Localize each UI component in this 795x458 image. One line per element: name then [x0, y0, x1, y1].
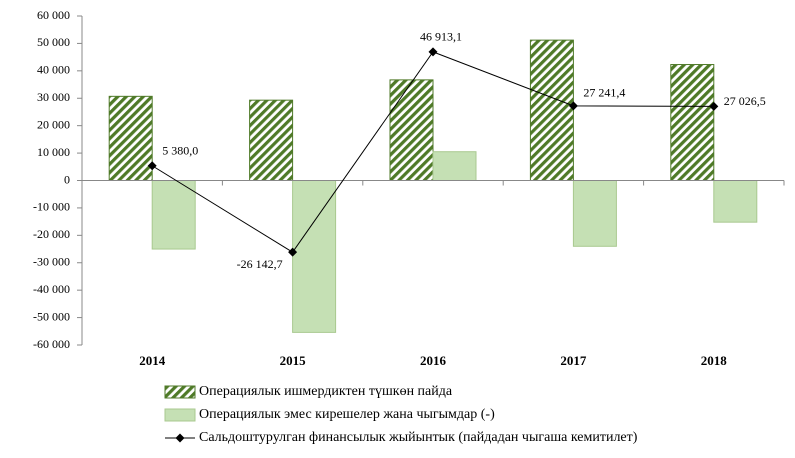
bar: [529, 39, 574, 182]
y-tick-label: -10 000: [33, 200, 70, 214]
bar: [713, 180, 758, 223]
y-tick-label: -40 000: [33, 282, 70, 296]
x-tick-label: 2018: [701, 353, 728, 368]
data-label: 27 026,5: [724, 94, 766, 108]
bar: [292, 180, 337, 333]
marker: [568, 101, 578, 111]
x-tick-label: 2014: [139, 353, 166, 368]
bar: [151, 180, 196, 250]
y-tick-label: 40 000: [37, 63, 70, 77]
legend-label: Операциялык ишмердиктен түшкөн пайда: [199, 384, 453, 399]
y-tick-label: -50 000: [33, 309, 70, 323]
y-tick-label: 50 000: [37, 35, 70, 49]
data-label: 5 380,0: [162, 143, 198, 157]
bar: [108, 95, 153, 181]
y-tick-label: 0: [64, 172, 70, 186]
legend-marker: [175, 433, 185, 443]
bar: [432, 151, 477, 181]
bar: [572, 180, 617, 247]
y-tick-label: 30 000: [37, 90, 70, 104]
marker: [288, 247, 298, 257]
legend-swatch: [164, 385, 196, 399]
bar: [249, 99, 294, 181]
bar: [670, 64, 715, 181]
y-tick-label: -60 000: [33, 337, 70, 351]
data-label: -26 142,7: [237, 257, 283, 271]
marker: [147, 161, 157, 171]
marker: [428, 47, 438, 57]
legend-label: Сальдоштурулган финансылык жыйынтык (пай…: [199, 430, 638, 445]
x-tick-label: 2016: [420, 353, 447, 368]
x-tick-label: 2017: [560, 353, 587, 368]
data-label: 46 913,1: [420, 30, 462, 44]
legend-label: Операциялык эмес кирешелер жана чыгымдар…: [199, 407, 495, 422]
y-tick-label: -20 000: [33, 227, 70, 241]
y-tick-label: 20 000: [37, 117, 70, 131]
x-tick-label: 2015: [280, 353, 307, 368]
data-label: 27 241,4: [583, 86, 625, 100]
y-tick-label: 60 000: [37, 8, 70, 22]
y-tick-label: -30 000: [33, 255, 70, 269]
y-tick-label: 10 000: [37, 145, 70, 159]
bar: [389, 79, 434, 181]
marker: [709, 101, 719, 111]
legend-swatch: [164, 408, 196, 422]
